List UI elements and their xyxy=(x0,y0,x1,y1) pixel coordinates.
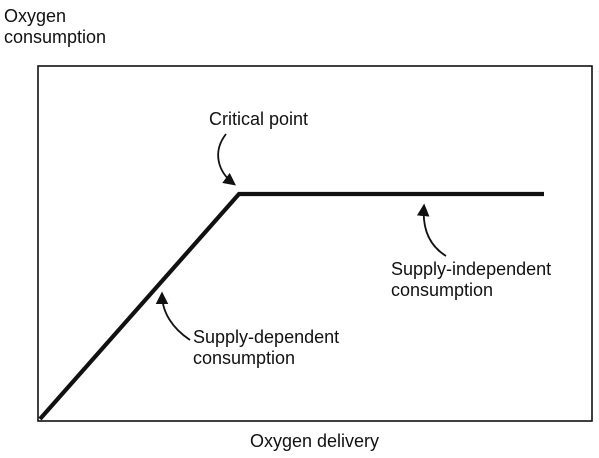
x-axis-label: Oxygen delivery xyxy=(249,431,380,451)
supply-independent-arrow xyxy=(416,203,447,257)
y-axis-label-line-1: Oxygen xyxy=(4,6,67,26)
supply-dependent-label-line-1: Supply-dependent xyxy=(193,327,339,347)
y-axis-label: Oxygen consumption xyxy=(4,6,106,48)
supply-dependent-label-line-2: consumption xyxy=(193,348,295,368)
supply-independent-label-line-1: Supply-independent xyxy=(391,259,551,279)
supply-independent-label-line-2: consumption xyxy=(391,280,493,300)
supply-independent-label: Supply-independent consumption xyxy=(391,259,556,300)
critical-point-label: Critical point xyxy=(209,109,308,129)
plot-frame xyxy=(37,65,593,422)
supply-dependent-arrow xyxy=(155,291,191,341)
y-axis-label-line-2: consumption xyxy=(4,27,107,47)
supply-dependent-label: Supply-dependent consumption xyxy=(193,327,344,368)
critical-point-arrow xyxy=(217,133,237,186)
oxygen-consumption-curve xyxy=(38,191,544,421)
